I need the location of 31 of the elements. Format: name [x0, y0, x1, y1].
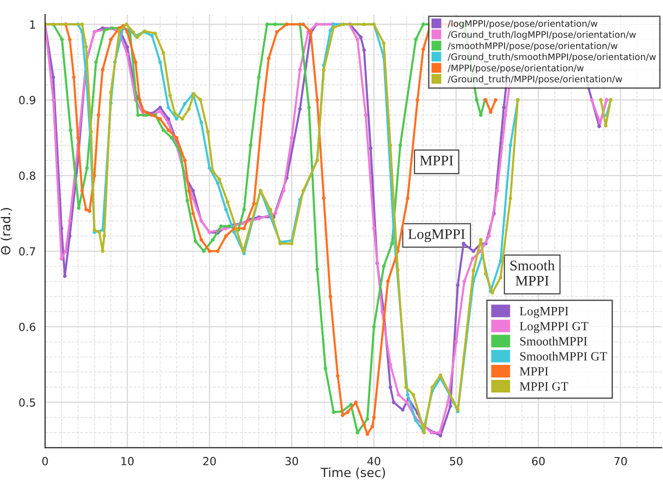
x-tick-label: 0: [42, 456, 48, 466]
x-tick-label: 70: [614, 456, 627, 466]
legend-label: SmoothMPPI GT: [520, 352, 608, 361]
annotation: /Ground_truth/MPPI/pose/orientation/w: [448, 75, 622, 84]
x-tick-label: 30: [286, 456, 298, 466]
legend-label: LogMPPI GT: [520, 322, 588, 333]
x-tick-label: 20: [203, 456, 216, 466]
annotation: /Ground_truth/logMPPI/pose/orientation/w: [448, 30, 636, 40]
y-axis-title: Θ (rad.): [0, 208, 12, 255]
x-tick-label: 40: [367, 456, 380, 466]
x-axis-title: Time (sec): [320, 467, 385, 479]
legend-label: MPPI: [520, 367, 548, 376]
y-tick-label: 0.5: [19, 398, 36, 407]
y-tick-label: 0.9: [19, 96, 36, 104]
legend-label: SmoothMPPI: [520, 336, 588, 346]
annotation: /smoothMPPI/pose/pose/orientation/w: [448, 42, 618, 51]
x-tick-label: 50: [450, 456, 462, 466]
annotation: /Ground_truth/smoothMPPI/pose/orientation/w: [448, 53, 656, 62]
x-tick-label: 10: [121, 456, 134, 466]
y-tick-label: 0.7: [19, 247, 36, 256]
annotation: /logMPPI/pose/pose/orientation/w: [448, 20, 598, 29]
legend-label: MPPI GT: [520, 382, 568, 391]
annotation: /MPPI/pose/pose/orientation/w: [448, 64, 584, 74]
annotation: Smooth MPPI: [510, 260, 555, 286]
legend-label: LogMPPI: [520, 307, 568, 318]
y-tick-label: 0.6: [19, 322, 36, 332]
y-tick-label: 0.8: [19, 172, 36, 180]
y-tick-label: 1: [30, 20, 36, 29]
x-tick-label: 60: [532, 456, 545, 466]
annotation: MPPI: [420, 156, 454, 166]
annotation: LogMPPI: [408, 229, 465, 242]
